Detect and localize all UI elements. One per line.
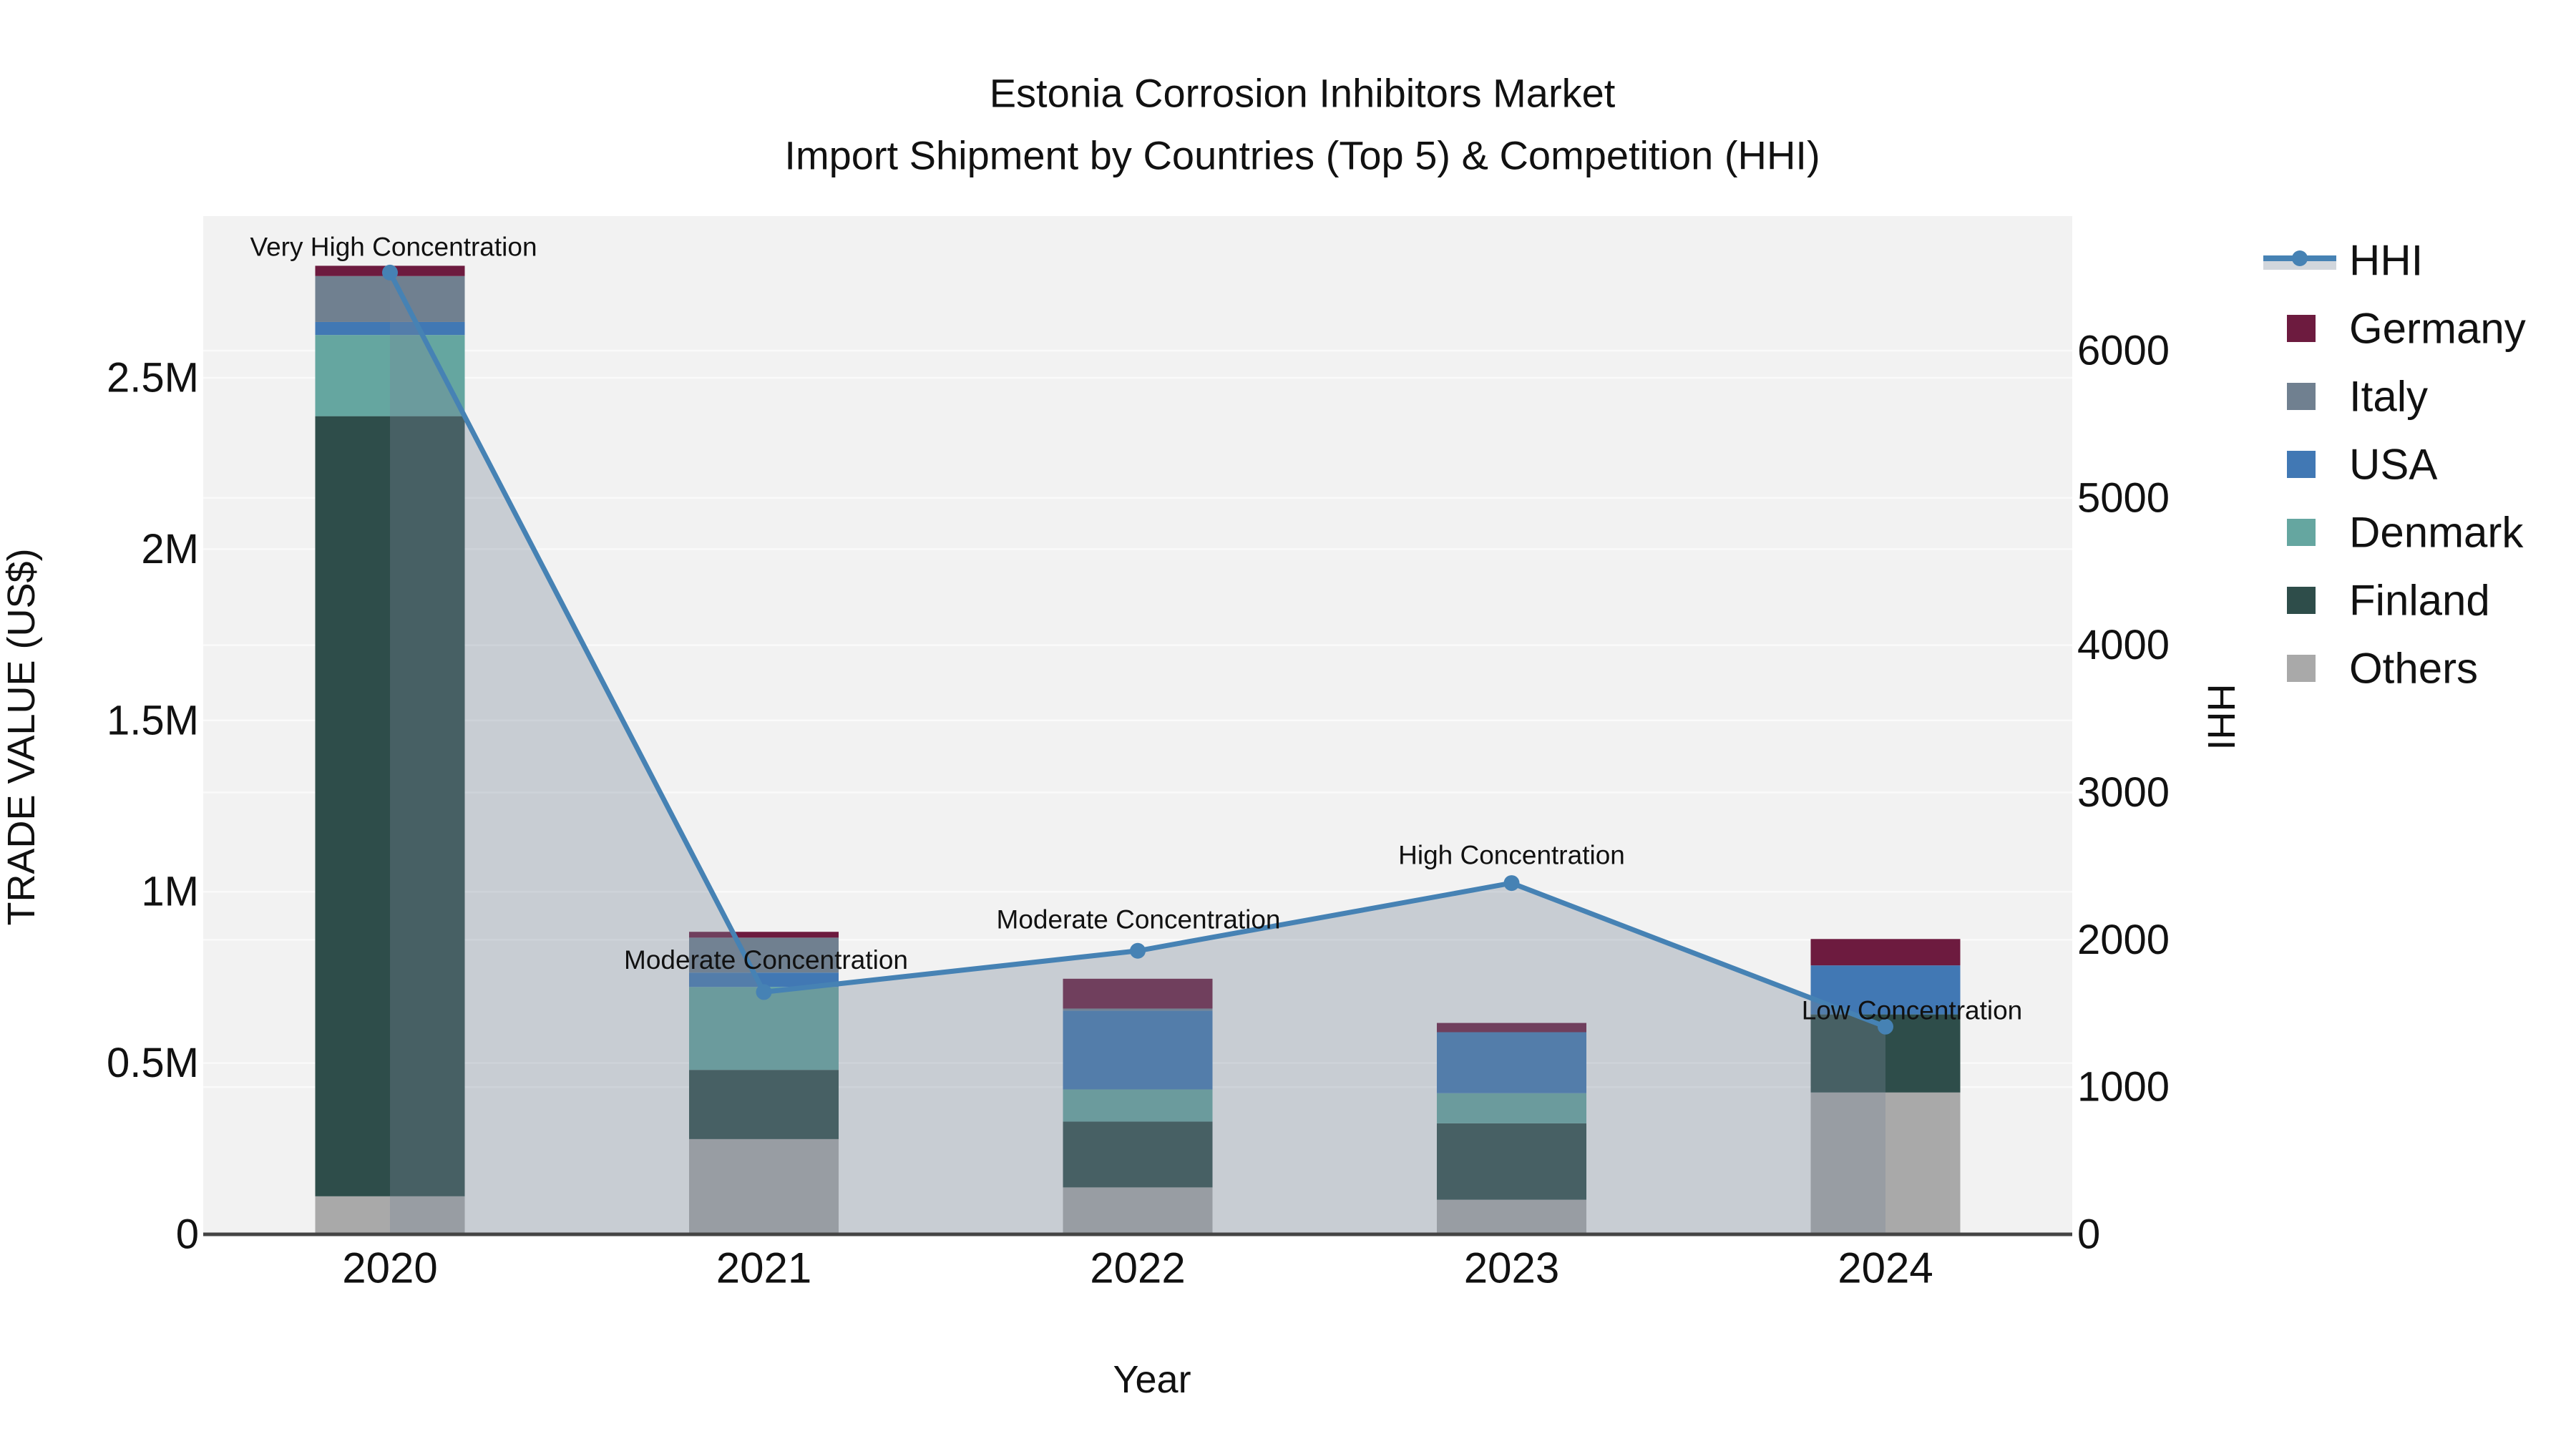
x-tick-2024: 2024	[1838, 1244, 1933, 1292]
x-tick-2022: 2022	[1090, 1244, 1185, 1292]
legend-swatch-usa	[2287, 451, 2316, 478]
bar-segment-germany-2024[interactable]	[1810, 939, 1961, 966]
hhi-marker-2021[interactable]	[756, 984, 772, 1000]
chart-title-line1: Estonia Corrosion Inhibitors Market	[990, 71, 1616, 116]
legend-label-denmark: Denmark	[2349, 509, 2524, 557]
legend-item-italy[interactable]: Italy	[2287, 373, 2428, 421]
annotations-layer: Very High Concentration Moderate Concentr…	[250, 232, 2022, 1025]
bar-segment-denmark-2020[interactable]	[315, 335, 465, 416]
annotation-2022: Moderate Concentration	[997, 904, 1281, 934]
bar-segment-denmark-2022[interactable]	[1063, 1089, 1213, 1122]
hhi-marker-2023[interactable]	[1503, 875, 1520, 892]
legend-swatch-denmark	[2287, 519, 2316, 546]
legend-label-hhi: HHI	[2349, 237, 2423, 285]
y-right-tick-6000: 6000	[2077, 328, 2170, 374]
legend-swatch-finland	[2287, 587, 2316, 614]
hhi-line-layer	[382, 264, 1893, 1234]
legend-item-usa[interactable]: USA	[2287, 441, 2437, 489]
bar-segment-denmark-2021[interactable]	[689, 987, 839, 1070]
y-axis-title-right: HHI	[2200, 684, 2243, 751]
bar-segment-denmark-2023[interactable]	[1437, 1093, 1586, 1123]
bar-segment-finland-2023[interactable]	[1437, 1123, 1586, 1200]
y-left-tick-2M: 2M	[141, 526, 199, 572]
bar-segment-germany-2023[interactable]	[1437, 1023, 1586, 1033]
annotation-2023: High Concentration	[1398, 841, 1625, 870]
x-tick-2020: 2020	[342, 1244, 437, 1292]
legend-item-others[interactable]: Others	[2287, 645, 2478, 693]
bar-segment-usa-2021[interactable]	[689, 972, 839, 987]
gridline-layer	[203, 349, 2072, 1088]
bar-segment-finland-2021[interactable]	[689, 1070, 839, 1139]
legend-item-denmark[interactable]: Denmark	[2287, 509, 2524, 557]
y-left-tick-1.5M: 1.5M	[107, 697, 199, 743]
y-left-tick-0.5M: 0.5M	[107, 1040, 199, 1086]
legend-swatch-germany	[2287, 315, 2316, 342]
bar-segment-usa-2020[interactable]	[315, 321, 465, 336]
y-left-tick-2.5M: 2.5M	[107, 355, 199, 401]
bars-layer	[315, 265, 1961, 1234]
bar-segment-others-2020[interactable]	[315, 1196, 465, 1234]
legend-item-hhi[interactable]: HHI	[2263, 237, 2423, 285]
legend-label-others: Others	[2349, 645, 2478, 693]
y-right-tick-2000: 2000	[2077, 917, 2170, 963]
hhi-marker-2024[interactable]	[1878, 1018, 1893, 1035]
bar-segment-finland-2020[interactable]	[315, 416, 465, 1196]
legend-hhi-marker-icon	[2292, 250, 2308, 266]
bar-segment-others-2024[interactable]	[1810, 1092, 1961, 1234]
annotation-2024: Low Concentration	[1802, 995, 2023, 1025]
y-right-tick-0: 0	[2077, 1211, 2100, 1258]
x-tick-2023: 2023	[1464, 1244, 1559, 1292]
y-right-tick-5000: 5000	[2077, 474, 2170, 521]
bar-segment-finland-2022[interactable]	[1063, 1121, 1213, 1188]
tick-label-layer: 0 0.5M 1M 1.5M 2M 2.5M 0 1000 2000 3000 4000 5000 60…	[107, 328, 2170, 1292]
legend-item-germany[interactable]: Germany	[2287, 305, 2526, 353]
legend-label-italy: Italy	[2349, 373, 2428, 421]
bar-segment-others-2021[interactable]	[689, 1138, 839, 1234]
legend-item-finland[interactable]: Finland	[2287, 577, 2490, 625]
legend-label-germany: Germany	[2349, 305, 2526, 353]
y-axis-title-left: TRADE VALUE (US$)	[0, 548, 43, 925]
hhi-marker-2020[interactable]	[382, 264, 398, 280]
bar-segment-italy-2021[interactable]	[689, 937, 839, 973]
bar-segment-others-2023[interactable]	[1437, 1199, 1586, 1234]
legend-swatch-italy	[2287, 383, 2316, 410]
y-left-tick-1M: 1M	[141, 869, 199, 915]
bar-segment-germany-2022[interactable]	[1063, 978, 1213, 1009]
bar-segment-usa-2022[interactable]	[1063, 1010, 1213, 1090]
x-axis-title: Year	[1113, 1358, 1191, 1401]
legend: HHI Germany Italy USA Denmark Finland Others	[2263, 237, 2526, 693]
y-right-tick-3000: 3000	[2077, 769, 2170, 816]
bar-segment-usa-2023[interactable]	[1437, 1032, 1586, 1093]
chart-title-line2: Import Shipment by Countries (Top 5) & C…	[784, 133, 1820, 178]
bar-segment-italy-2022[interactable]	[1063, 1008, 1213, 1011]
annotation-2021: Moderate Concentration	[624, 945, 908, 975]
bar-segment-italy-2020[interactable]	[315, 275, 465, 322]
y-right-tick-1000: 1000	[2077, 1064, 2170, 1111]
x-tick-2021: 2021	[716, 1244, 811, 1292]
legend-label-usa: USA	[2349, 441, 2437, 489]
legend-swatch-others	[2287, 655, 2316, 682]
legend-label-finland: Finland	[2349, 577, 2490, 625]
y-right-tick-4000: 4000	[2077, 622, 2170, 668]
annotation-2020: Very High Concentration	[250, 232, 537, 261]
y-left-tick-0: 0	[176, 1211, 199, 1258]
hhi-marker-2022[interactable]	[1130, 942, 1146, 959]
bar-segment-others-2022[interactable]	[1063, 1187, 1213, 1234]
bar-segment-germany-2021[interactable]	[689, 932, 839, 938]
